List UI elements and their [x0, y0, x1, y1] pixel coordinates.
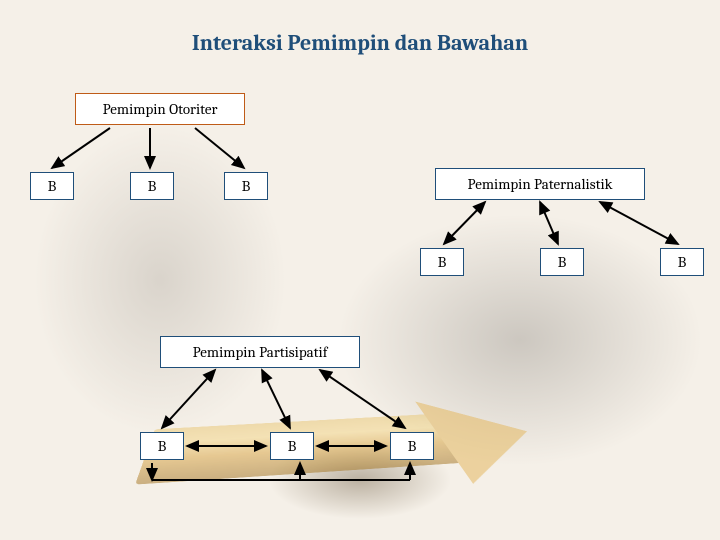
box-label: B: [242, 177, 251, 195]
box-b-paternalistik-2: B: [540, 248, 584, 276]
box-b-paternalistik-1: B: [420, 248, 464, 276]
box-label: B: [158, 437, 167, 455]
box-b-otoriter-1: B: [30, 172, 74, 200]
box-label: B: [148, 177, 157, 195]
box-label: B: [678, 253, 687, 271]
box-pemimpin-otoriter: Pemimpin Otoriter: [75, 93, 245, 125]
box-b-otoriter-3: B: [224, 172, 268, 200]
box-b-partisipatif-2: B: [270, 432, 314, 460]
box-label: B: [408, 437, 417, 455]
arrows-layer: [0, 0, 720, 540]
box-b-partisipatif-1: B: [140, 432, 184, 460]
box-label: B: [438, 253, 447, 271]
box-pemimpin-partisipatif: Pemimpin Partisipatif: [160, 336, 360, 368]
box-label: Pemimpin Paternalistik: [468, 175, 613, 193]
box-label: Pemimpin Otoriter: [103, 100, 218, 118]
box-b-paternalistik-3: B: [660, 248, 704, 276]
box-pemimpin-paternalistik: Pemimpin Paternalistik: [435, 168, 645, 200]
page-title: Interaksi Pemimpin dan Bawahan: [0, 30, 720, 56]
box-label: Pemimpin Partisipatif: [193, 343, 328, 361]
box-b-otoriter-2: B: [130, 172, 174, 200]
box-b-partisipatif-3: B: [390, 432, 434, 460]
box-label: B: [288, 437, 297, 455]
background-shadow: [0, 0, 720, 540]
box-label: B: [558, 253, 567, 271]
box-label: B: [48, 177, 57, 195]
